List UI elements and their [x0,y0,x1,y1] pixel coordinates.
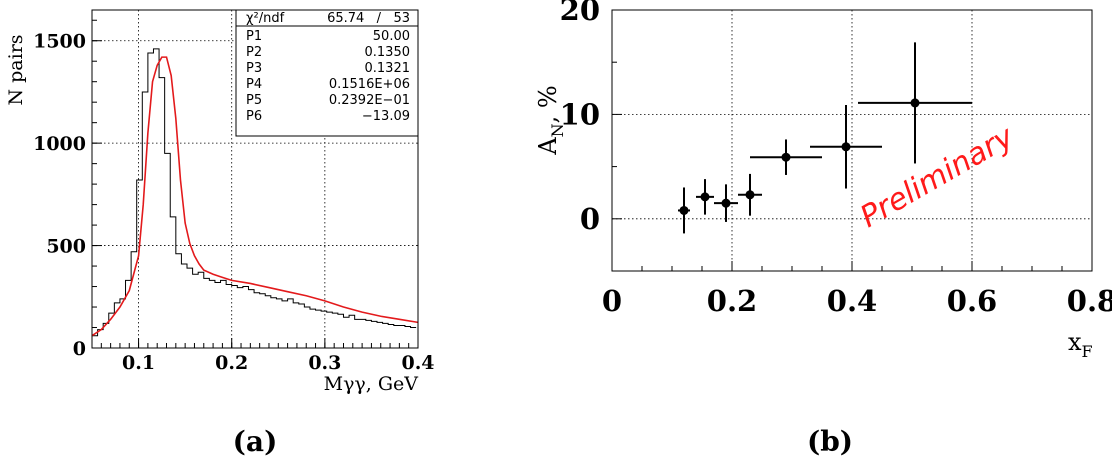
panel-a-y-tick-label: 500 [46,236,86,258]
stats-row-name: P5 [246,93,262,108]
data-point [738,173,762,216]
panel-b-frame [611,9,1093,272]
panel-b-x-axis-label: xF [1068,328,1093,361]
stats-row-name: P6 [246,109,262,124]
panel-b-y-tick-label: 0 [580,202,600,236]
panel-b-x-label-main: x [1068,328,1082,356]
panel-a-x-tick-label: 0.1 [122,352,155,374]
panel-a-y-tick-label: 1000 [33,133,86,155]
stats-row-name: P4 [246,77,262,92]
panel-b-y-tick-labels: 0 10 20 [560,0,600,236]
point-marker [745,190,755,200]
panel-b-y-label-sub: N [548,123,567,137]
panel-a-y-tick-label: 1500 [33,31,86,53]
panel-b-y-label-main: A [534,137,562,156]
panel-a-stats-box: χ²/ndf 65.74 / 53 P1 50.00 P2 0.1350 P3 0.132… [235,9,419,137]
panel-a-x-tick-label: 0.3 [308,352,341,374]
stats-row-name: P1 [246,29,262,44]
panel-b-data-points [678,42,972,234]
panel-a-x-tick-label: 0.4 [401,352,434,374]
data-point [810,105,882,189]
stats-row-value: −13.09 [362,109,410,124]
panel-b-x-tick-label: 0.2 [707,284,757,318]
stats-row-value: 0.1516E+06 [329,77,410,92]
panel-a-y-tick-label: 0 [73,338,86,360]
point-marker [910,98,920,108]
data-point [750,139,822,175]
panel-a-histogram: 0.1 0.2 0.3 0.4 0 500 1000 1500 χ²/ndf 65.74 /… [5,9,435,395]
panel-b-y-axis-label: AN, % [534,85,567,155]
panel-a-y-axis-label: N pairs [5,34,27,105]
point-marker [700,192,710,202]
stats-header-value: 65.74 / 53 [327,11,410,26]
caption-a: (a) [233,425,278,458]
stats-row-value: 0.2392E−01 [329,93,410,108]
stats-row-value: 0.1321 [365,61,411,76]
point-marker [781,152,791,162]
panel-b-x-tick-label: 0 [602,284,622,318]
panel-a-y-tick-labels: 0 500 1000 1500 [33,31,86,360]
stats-box-frame [235,9,419,137]
panel-b-gridlines [612,10,1092,271]
data-point [678,187,690,234]
panel-b-x-label-sub: F [1082,342,1093,361]
panel-b-x-tick-label: 0.6 [947,284,997,318]
point-marker [841,142,851,152]
point-marker [721,198,731,208]
point-marker [679,205,689,215]
panel-a-x-tick-labels: 0.1 0.2 0.3 0.4 [122,352,434,374]
caption-b: (b) [807,425,853,458]
panel-b-y-tick-label: 10 [560,97,600,131]
panel-b-x-tick-labels: 0 0.2 0.4 0.6 0.8 [602,284,1112,318]
stats-header-name: χ²/ndf [246,11,285,26]
panel-b-asymmetry: 0 0.2 0.4 0.6 0.8 0 10 20 Preliminary AN, % xF [534,0,1112,361]
data-point [714,184,738,222]
panel-a-x-tick-label: 0.2 [215,352,248,374]
panel-a-x-axis-label: Mγγ, GeV [324,373,419,395]
stats-row-name: P3 [246,61,262,76]
panel-b-y-tick-label: 20 [560,0,600,27]
data-point [696,179,714,215]
stats-row-value: 0.1350 [365,45,411,60]
panel-a-histogram-series [92,48,417,337]
preliminary-annotation: Preliminary [855,119,1021,235]
panel-b-y-label-suffix: , % [534,85,562,123]
stats-row-name: P2 [246,45,262,60]
panel-b-x-tick-label: 0.8 [1067,284,1112,318]
stats-rows: P1 50.00 P2 0.1350 P3 0.1321 P4 0.1516E+06 P5 0.2… [246,29,410,124]
stats-row-value: 50.00 [373,29,410,44]
svg-text:AN, %: AN, % [534,85,567,155]
panel-b-x-tick-label: 0.4 [827,284,877,318]
panel-a-fit-curve [91,56,419,337]
data-point [858,42,972,164]
